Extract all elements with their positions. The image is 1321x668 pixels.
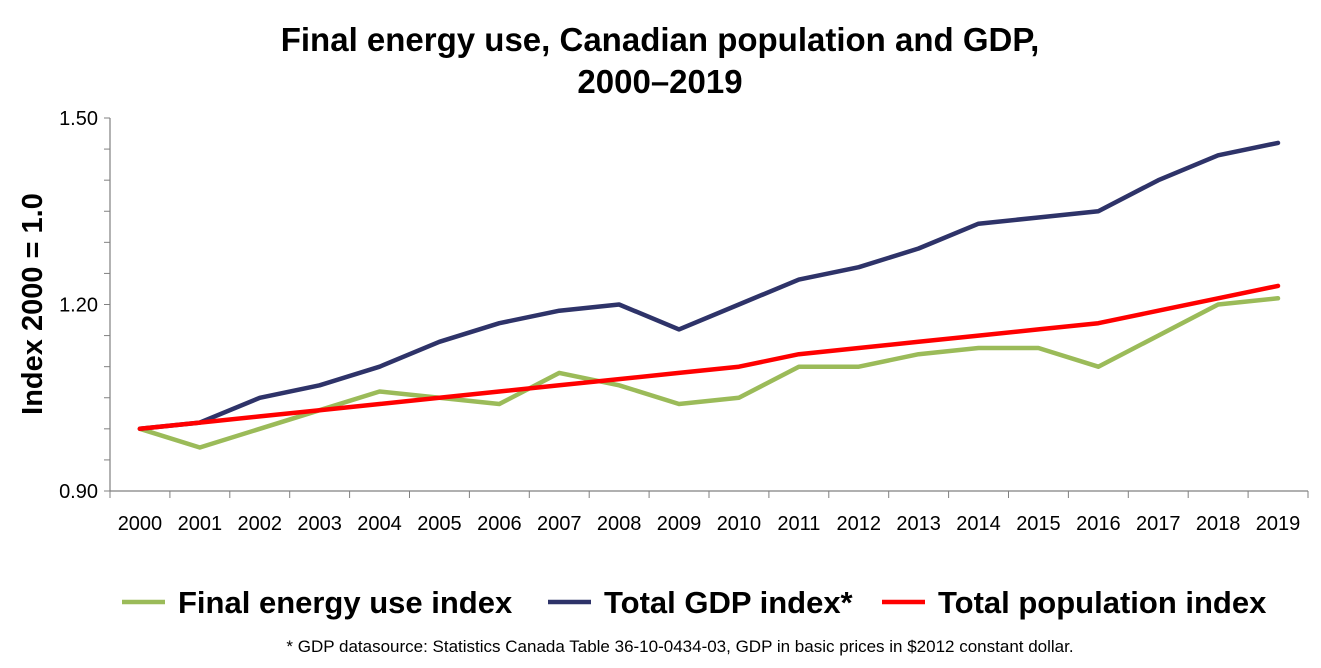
chart-title-line-2: 2000–2019 [577, 63, 742, 100]
x-tick-label-2015: 2015 [1016, 513, 1061, 535]
x-tick-label-2007: 2007 [537, 513, 582, 535]
x-tick-label-2016: 2016 [1076, 513, 1121, 535]
x-tick-label-2005: 2005 [417, 513, 462, 535]
series-lines [137, 140, 1281, 450]
legend-label-gdp: Total GDP index* [604, 585, 854, 620]
x-tick-label-2008: 2008 [597, 513, 642, 535]
legend-label-energy: Final energy use index [178, 585, 513, 620]
chart-title-line-1: Final energy use, Canadian population an… [281, 21, 1040, 58]
y-tick-label: 0.90 [59, 481, 98, 503]
x-tick-label-2012: 2012 [837, 513, 882, 535]
y-axis-label: Index 2000 = 1.0 [17, 193, 49, 415]
x-tick-label-2001: 2001 [178, 513, 223, 535]
y-tick-label: 1.50 [59, 108, 98, 130]
gdp-line [137, 140, 1281, 432]
x-tick-label-2009: 2009 [657, 513, 702, 535]
x-tick-label-2019: 2019 [1256, 513, 1301, 535]
y-tick-label: 1.20 [59, 295, 98, 317]
footnote: * GDP datasource: Statistics Canada Tabl… [286, 637, 1073, 656]
x-tick-label-2006: 2006 [477, 513, 522, 535]
population-line [137, 283, 1281, 432]
x-tick-label-2002: 2002 [238, 513, 283, 535]
axes: 0.90 1.20 1.50 2000 2001 2002 2003 2004 2005 2006… [59, 108, 1309, 535]
x-tick-label-2018: 2018 [1196, 513, 1241, 535]
legend: Final energy use index Total GDP index* … [122, 585, 1267, 620]
x-tick-label-2011: 2011 [777, 513, 820, 535]
x-tick-label-2000: 2000 [118, 513, 163, 535]
x-tick-label-2003: 2003 [297, 513, 342, 535]
legend-label-population: Total population index [938, 585, 1267, 620]
x-tick-label-2014: 2014 [956, 513, 1001, 535]
x-tick-label-2013: 2013 [896, 513, 941, 535]
x-tick-label-2010: 2010 [717, 513, 762, 535]
x-tick-label-2004: 2004 [357, 513, 402, 535]
x-tick-label-2017: 2017 [1136, 513, 1181, 535]
